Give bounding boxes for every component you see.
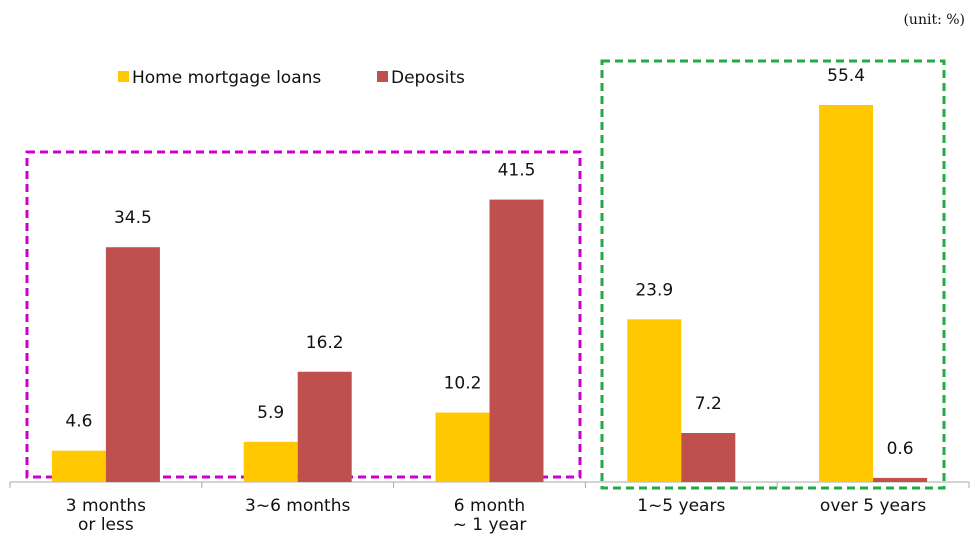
value-label: 34.5 <box>114 208 152 228</box>
highlight-box <box>25 150 582 479</box>
bar <box>627 319 682 482</box>
bar <box>435 412 490 482</box>
bar <box>819 105 874 482</box>
value-label: 0.6 <box>887 439 914 459</box>
bar <box>105 247 160 482</box>
unit-note: (unit: %) <box>903 12 965 28</box>
bar <box>297 371 352 482</box>
value-label: 10.2 <box>444 374 482 394</box>
bar <box>681 433 736 482</box>
bar <box>873 477 928 482</box>
x-tick-label: 6 month ~ 1 year <box>452 496 527 535</box>
value-label: 41.5 <box>498 161 536 181</box>
value-label: 4.6 <box>65 412 92 432</box>
x-tick-label: over 5 years <box>819 496 927 516</box>
bar <box>489 199 544 482</box>
highlight-box <box>600 59 946 490</box>
legend-swatch <box>118 71 129 82</box>
legend-label: Deposits <box>391 68 465 88</box>
x-tick-label: 3 months or less <box>65 496 147 535</box>
legend-label: Home mortgage loans <box>132 68 321 88</box>
value-label: 5.9 <box>257 403 284 423</box>
value-label: 7.2 <box>695 394 722 414</box>
legend-swatch <box>377 71 388 82</box>
value-label: 23.9 <box>635 280 673 300</box>
value-label: 55.4 <box>827 66 865 86</box>
x-tick-label: 3~6 months <box>245 496 351 516</box>
bar <box>243 441 298 482</box>
value-label: 16.2 <box>306 333 344 353</box>
x-tick-label: 1~5 years <box>637 496 726 516</box>
bar <box>51 450 106 482</box>
